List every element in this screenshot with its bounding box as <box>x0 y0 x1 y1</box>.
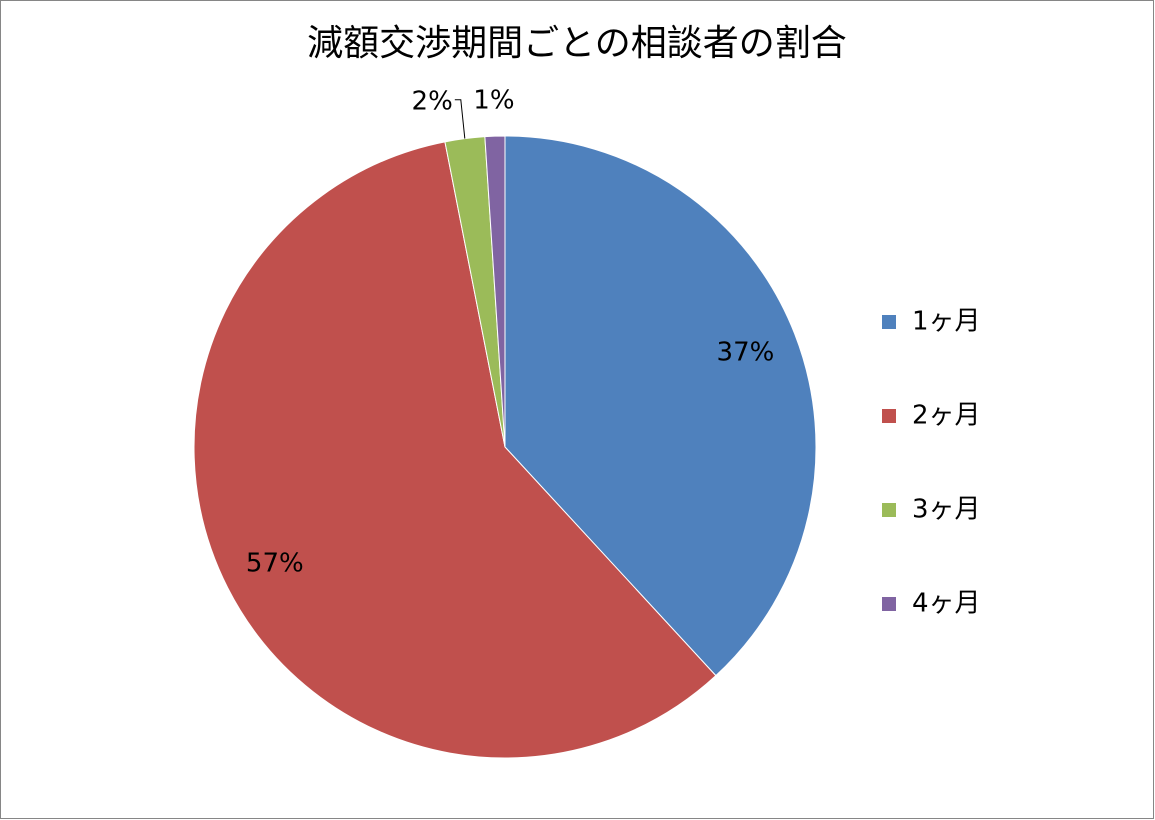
legend-label: 4ヶ月 <box>912 589 981 619</box>
legend-swatch <box>882 597 896 611</box>
legend-label: 3ヶ月 <box>912 495 981 525</box>
legend-label: 1ヶ月 <box>912 307 981 337</box>
pie-slice <box>193 141 717 759</box>
data-label: 37% <box>717 338 775 368</box>
leader-line <box>454 99 466 139</box>
data-label: 57% <box>246 548 304 578</box>
chart-title: 減額交渉期間ごとの相談者の割合 <box>307 23 847 64</box>
legend-swatch <box>882 409 896 423</box>
legend-swatch <box>882 503 896 517</box>
data-label: 1% <box>473 86 514 116</box>
data-label: 2% <box>412 86 453 116</box>
pie-slice <box>484 135 506 448</box>
legend-label: 2ヶ月 <box>912 401 981 431</box>
pie-slice <box>504 135 817 677</box>
legend-swatch <box>882 315 896 329</box>
